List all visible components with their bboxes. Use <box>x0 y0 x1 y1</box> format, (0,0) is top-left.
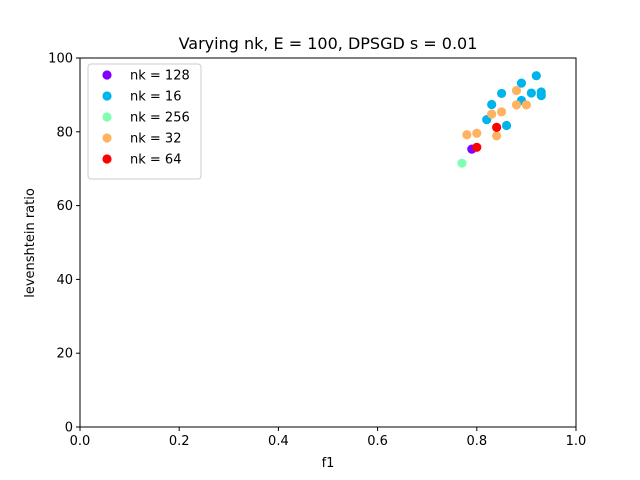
y-tick-label: 40 <box>56 273 73 288</box>
y-tick-label: 60 <box>56 199 73 214</box>
data-point <box>497 88 507 99</box>
data-point <box>521 100 532 110</box>
data-point <box>487 109 497 119</box>
data-point <box>487 99 497 110</box>
x-tick-label: 0.2 <box>169 434 190 449</box>
x-axis-title: f1 <box>322 456 335 471</box>
data-point <box>492 122 502 132</box>
data-point <box>511 85 522 96</box>
data-point <box>531 71 541 81</box>
data-point <box>462 130 472 140</box>
legend-label: nk = 128 <box>130 69 190 84</box>
y-axis-title: levenshtein ratio <box>23 188 38 298</box>
legend-marker <box>102 70 112 80</box>
legend: nk = 128 nk = 16 nk = 256 nk = 32 nk = 64 <box>87 63 202 180</box>
legend-label: nk = 16 <box>130 90 181 105</box>
data-point <box>526 88 536 98</box>
x-tick-label: 1.0 <box>566 434 587 449</box>
data-point <box>497 107 507 117</box>
legend-box <box>87 63 202 180</box>
y-tick-label: 0 <box>65 421 73 436</box>
data-point <box>501 120 512 131</box>
chart-title: Varying nk, E = 100, DPSGD s = 0.01 <box>179 34 478 53</box>
legend-marker <box>102 91 112 101</box>
data-point <box>457 158 467 168</box>
x-tick-label: 0.8 <box>466 434 487 449</box>
data-point <box>536 91 546 101</box>
data-point <box>472 128 482 138</box>
y-tick-label: 20 <box>56 347 73 362</box>
data-point <box>472 142 482 152</box>
legend-label: nk = 64 <box>130 153 181 168</box>
data-point <box>516 78 527 88</box>
x-tick-label: 0.0 <box>70 434 91 449</box>
axes: 0.0 0.2 0.4 0.6 0.8 1.0 0 20 40 60 80 100 <box>48 52 586 450</box>
y-tick-label: 80 <box>56 125 73 140</box>
legend-marker <box>102 154 112 164</box>
x-tick-label: 0.4 <box>268 434 289 449</box>
axes-frame <box>79 57 577 428</box>
y-tick-label: 100 <box>48 52 73 67</box>
legend-marker <box>102 133 112 143</box>
x-tick-label: 0.6 <box>367 434 388 449</box>
legend-label: nk = 256 <box>130 111 190 126</box>
legend-marker <box>102 112 112 122</box>
data-point <box>511 100 522 110</box>
legend-label: nk = 32 <box>130 132 181 147</box>
data-points <box>457 71 546 168</box>
data-point <box>492 131 502 141</box>
